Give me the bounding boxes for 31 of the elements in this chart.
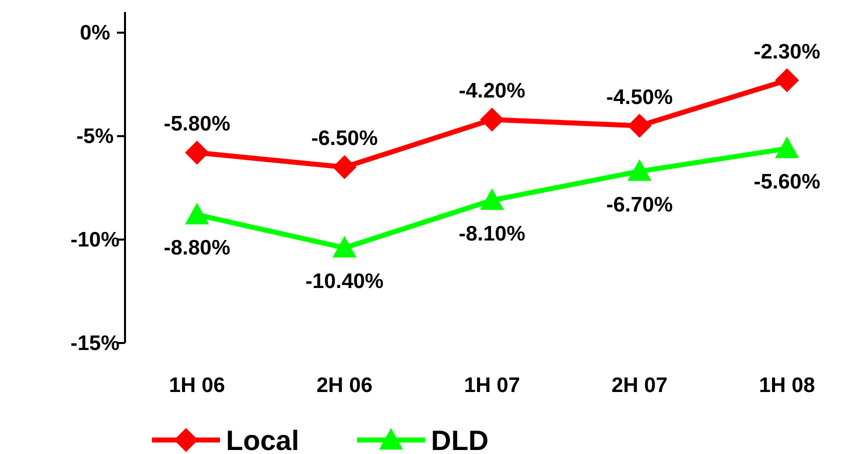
point bbox=[332, 236, 356, 258]
data-label: -4.20% bbox=[458, 80, 526, 103]
legend-label: DLD bbox=[431, 425, 489, 454]
point bbox=[480, 108, 504, 132]
point bbox=[185, 202, 209, 224]
point bbox=[185, 140, 209, 165]
x-tick-label: 2H 07 bbox=[611, 374, 668, 397]
y-tick-label: 0% bbox=[80, 22, 110, 45]
data-label: -10.40% bbox=[305, 270, 384, 293]
x-tick-label: 1H 07 bbox=[464, 374, 520, 397]
legend-label: Local bbox=[226, 425, 300, 454]
x-tick-label: 1H 08 bbox=[758, 374, 816, 397]
x-tick-label: 1H 06 bbox=[168, 374, 226, 397]
data-label: -5.80% bbox=[164, 112, 231, 136]
point bbox=[332, 155, 356, 180]
y-tick-label: -10% bbox=[70, 228, 120, 252]
data-label: -5.60% bbox=[754, 170, 821, 194]
data-label: -2.30% bbox=[754, 40, 821, 64]
point bbox=[628, 114, 652, 138]
data-label: -8.10% bbox=[458, 222, 526, 246]
point bbox=[628, 159, 652, 181]
point bbox=[480, 188, 504, 210]
data-label: -6.70% bbox=[606, 193, 674, 216]
data-label: -4.50% bbox=[606, 86, 674, 109]
x-tick-label: 2H 06 bbox=[316, 374, 373, 397]
point bbox=[775, 68, 799, 92]
y-tick-label: -15% bbox=[70, 332, 120, 355]
data-label: -8.80% bbox=[164, 236, 231, 260]
data-label: -6.50% bbox=[311, 127, 378, 150]
y-tick-label: -5% bbox=[76, 125, 114, 148]
point bbox=[775, 136, 799, 158]
